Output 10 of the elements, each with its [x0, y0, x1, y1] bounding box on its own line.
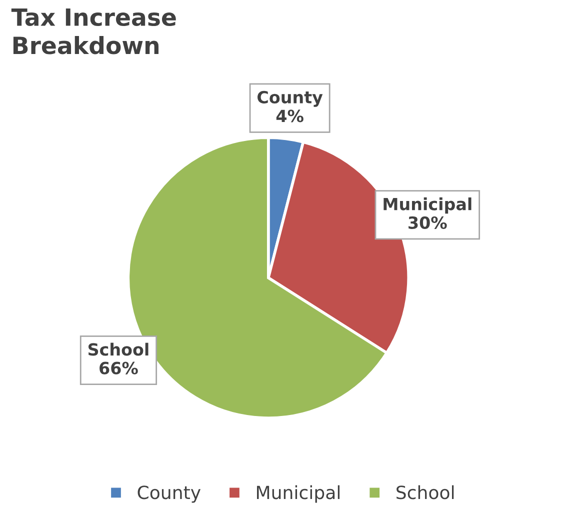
data-label: 30% — [408, 216, 447, 229]
slice-label: County — [258, 90, 323, 107]
data-label: 66% — [100, 362, 138, 374]
legend-label: County — [138, 486, 201, 503]
legend-label: School — [396, 485, 454, 500]
data-label: 4% — [276, 110, 304, 122]
legend-label: Municipal — [257, 485, 340, 503]
slice-label: Municipal — [384, 197, 472, 214]
slice-label: School — [88, 342, 148, 356]
chart-title: Tax Increase Breakdown — [11, 8, 176, 54]
